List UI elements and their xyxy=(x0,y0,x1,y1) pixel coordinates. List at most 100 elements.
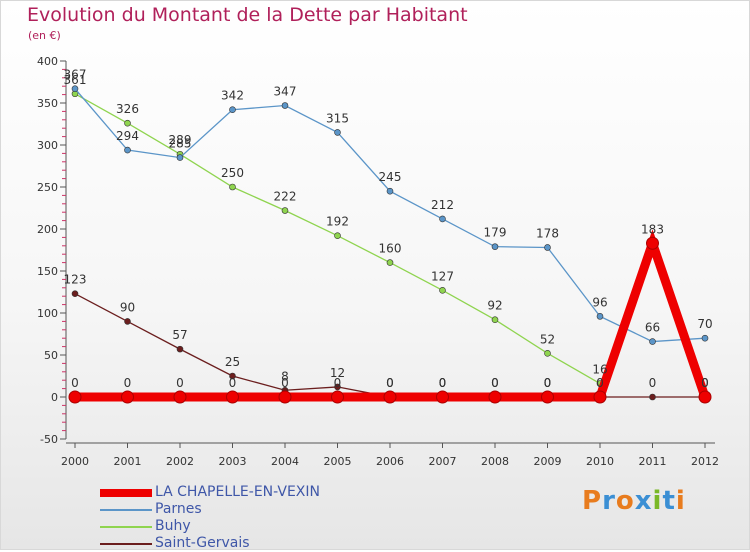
x-tick-label: 2001 xyxy=(114,455,142,468)
data-point xyxy=(593,390,607,404)
y-tick-label: 400 xyxy=(37,55,58,68)
data-point xyxy=(124,119,131,127)
data-point xyxy=(124,146,131,154)
data-point xyxy=(334,383,341,391)
data-point xyxy=(124,318,131,325)
data-label: 96 xyxy=(592,295,607,309)
logo-letter: x xyxy=(634,486,653,516)
x-tick-label: 2007 xyxy=(429,455,457,468)
data-point xyxy=(436,390,449,404)
x-tick-label: 2002 xyxy=(166,455,194,468)
logo-letter: i xyxy=(675,486,686,516)
x-tick-label: 2003 xyxy=(219,455,247,468)
data-label: 127 xyxy=(431,269,454,283)
data-point xyxy=(68,390,82,404)
data-point xyxy=(229,372,236,380)
y-tick-label: 200 xyxy=(37,223,58,236)
x-tick-label: 2000 xyxy=(61,455,89,468)
data-label: 90 xyxy=(120,300,135,314)
x-tick-label: 2005 xyxy=(324,455,352,468)
data-point xyxy=(71,290,79,297)
data-label: 92 xyxy=(487,299,502,313)
data-point xyxy=(173,390,187,404)
data-label: 245 xyxy=(379,170,402,184)
data-point xyxy=(541,390,554,404)
data-point xyxy=(544,244,551,251)
data-label: 347 xyxy=(274,85,297,99)
data-point xyxy=(334,129,341,136)
data-point xyxy=(331,390,344,404)
data-point xyxy=(439,215,446,223)
data-label: 52 xyxy=(540,332,555,346)
legend-swatch xyxy=(100,489,152,497)
data-label: 0 xyxy=(334,376,342,390)
legend-label: Buhy xyxy=(155,518,191,534)
data-point xyxy=(544,350,551,357)
data-label: 285 xyxy=(169,137,192,151)
legend-swatch xyxy=(100,543,152,545)
data-label: 0 xyxy=(544,376,552,390)
data-label: 0 xyxy=(281,376,289,390)
data-label: 326 xyxy=(116,102,139,116)
legend-swatch xyxy=(100,526,152,528)
data-label: 0 xyxy=(439,376,447,390)
data-point xyxy=(386,187,394,195)
data-label: 70 xyxy=(697,317,712,331)
data-label: 0 xyxy=(596,376,604,390)
data-label: 66 xyxy=(645,321,660,335)
data-label: 0 xyxy=(229,376,237,390)
y-tick-label: 150 xyxy=(37,265,58,278)
data-point xyxy=(281,207,289,214)
data-point xyxy=(383,390,397,404)
data-point xyxy=(698,390,712,404)
x-tick-label: 2012 xyxy=(691,455,719,468)
data-point xyxy=(226,390,239,404)
data-label: 294 xyxy=(116,129,139,143)
logo-letter: o xyxy=(615,486,635,516)
data-label: 212 xyxy=(431,198,454,212)
data-label: 0 xyxy=(176,376,184,390)
data-label: 361 xyxy=(64,73,87,87)
x-tick-label: 2004 xyxy=(271,455,299,468)
y-tick-label: 50 xyxy=(44,349,58,362)
data-point xyxy=(278,390,292,404)
data-point xyxy=(491,316,499,324)
data-label: 222 xyxy=(274,190,297,204)
y-tick-label: -50 xyxy=(40,433,58,446)
y-tick-label: 0 xyxy=(51,391,58,404)
data-point xyxy=(121,390,134,404)
y-tick-label: 250 xyxy=(37,181,58,194)
legend-label: LA CHAPELLE-EN-VEXIN xyxy=(155,484,320,500)
legend-swatch xyxy=(100,509,152,511)
data-point xyxy=(439,287,446,294)
legend-label: Parnes xyxy=(155,501,202,517)
data-point xyxy=(491,243,499,250)
data-label: 0 xyxy=(701,376,709,390)
proxiti-logo: Proxiti xyxy=(582,486,686,516)
data-point xyxy=(596,313,604,320)
data-label: 0 xyxy=(649,376,657,390)
series-line-la-chapelle-en-vexin xyxy=(75,229,710,402)
data-label: 192 xyxy=(326,215,349,229)
x-tick-label: 2010 xyxy=(586,455,614,468)
data-point xyxy=(176,345,184,353)
data-label: 0 xyxy=(544,376,552,390)
data-label: 12 xyxy=(330,366,345,380)
logo-letter: t xyxy=(662,486,676,516)
data-point xyxy=(386,259,394,266)
data-label: 179 xyxy=(484,226,507,240)
data-point xyxy=(488,390,502,404)
chart-subtitle: (en €) xyxy=(28,29,61,42)
data-label: 315 xyxy=(326,111,349,125)
data-point xyxy=(334,232,341,240)
y-tick-label: 100 xyxy=(37,307,58,320)
y-tick-label: 300 xyxy=(37,139,58,152)
data-point xyxy=(281,102,289,109)
data-label: 123 xyxy=(64,273,87,287)
data-point xyxy=(646,236,659,250)
data-label: 0 xyxy=(124,376,132,390)
data-label: 178 xyxy=(536,226,559,240)
data-point xyxy=(71,85,79,93)
